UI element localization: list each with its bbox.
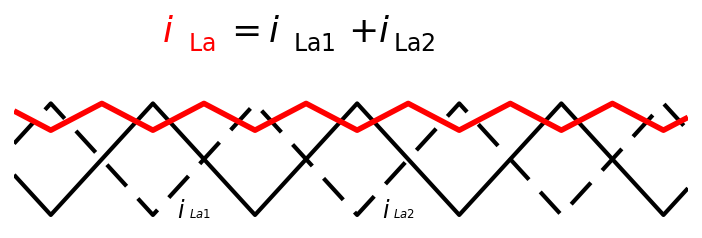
- Text: $\mathrm{La1}$: $\mathrm{La1}$: [293, 32, 336, 56]
- Text: $\mathit{i}$: $\mathit{i}$: [162, 15, 174, 49]
- Text: $_{La2}$: $_{La2}$: [393, 204, 415, 221]
- Text: $+\mathit{i}$: $+\mathit{i}$: [348, 15, 390, 49]
- Text: $\mathrm{La}$: $\mathrm{La}$: [188, 32, 216, 56]
- Text: $\mathrm{La2}$: $\mathrm{La2}$: [393, 32, 435, 56]
- Text: $= \mathit{i}$: $= \mathit{i}$: [225, 15, 281, 49]
- Text: $i$: $i$: [178, 199, 186, 223]
- Text: $i$: $i$: [382, 199, 390, 223]
- Text: $_{La1}$: $_{La1}$: [189, 204, 211, 221]
